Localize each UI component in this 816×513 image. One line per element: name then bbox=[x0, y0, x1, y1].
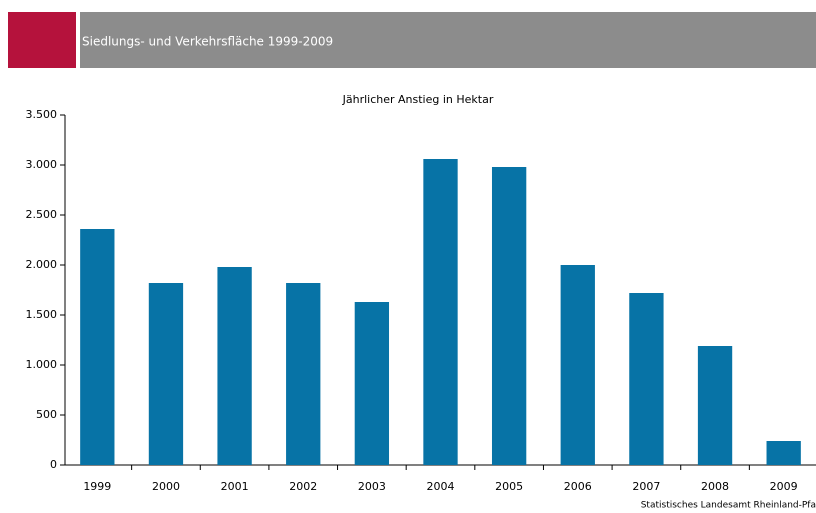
x-tick-label: 2001 bbox=[221, 480, 249, 493]
source: Statistisches Landesamt Rheinland-Pfa bbox=[641, 501, 816, 511]
y-tick-label: 1.000 bbox=[26, 358, 58, 371]
bar bbox=[148, 283, 184, 465]
bar bbox=[491, 167, 527, 465]
bar bbox=[423, 159, 458, 465]
y-tick-label: 1.500 bbox=[26, 308, 58, 321]
y-tick-label: 2.500 bbox=[26, 208, 58, 221]
y-tick-label: 3.500 bbox=[26, 108, 58, 121]
y-tick-label: 0 bbox=[50, 458, 57, 471]
x-tick-label: 2006 bbox=[564, 480, 592, 493]
bar bbox=[560, 265, 595, 465]
x-tick-label: 2007 bbox=[632, 480, 660, 493]
y-tick-label: 3.000 bbox=[26, 158, 58, 171]
bar bbox=[286, 283, 321, 465]
header-bar bbox=[80, 12, 816, 68]
x-tick-label: 2004 bbox=[427, 480, 455, 493]
bar bbox=[766, 441, 801, 465]
bar bbox=[217, 267, 252, 465]
x-tick-label: 2008 bbox=[701, 480, 729, 493]
bar bbox=[354, 302, 390, 465]
x-tick-label: 2000 bbox=[152, 480, 180, 493]
chart-title: Jährlicher Anstieg in Hektar bbox=[342, 93, 494, 106]
header-accent bbox=[8, 12, 76, 68]
x-tick-label: 1999 bbox=[83, 480, 111, 493]
y-tick-label: 2.000 bbox=[26, 258, 58, 271]
x-tick-label: 2005 bbox=[495, 480, 523, 493]
x-tick-label: 2003 bbox=[358, 480, 386, 493]
header-title: Siedlungs- und Verkehrsfläche 1999-2009 bbox=[82, 35, 333, 49]
bar bbox=[80, 229, 115, 465]
bar bbox=[697, 346, 733, 465]
y-tick-label: 500 bbox=[36, 408, 57, 421]
x-tick-label: 2002 bbox=[289, 480, 317, 493]
x-tick-label: 2009 bbox=[770, 480, 798, 493]
bar bbox=[629, 293, 664, 465]
